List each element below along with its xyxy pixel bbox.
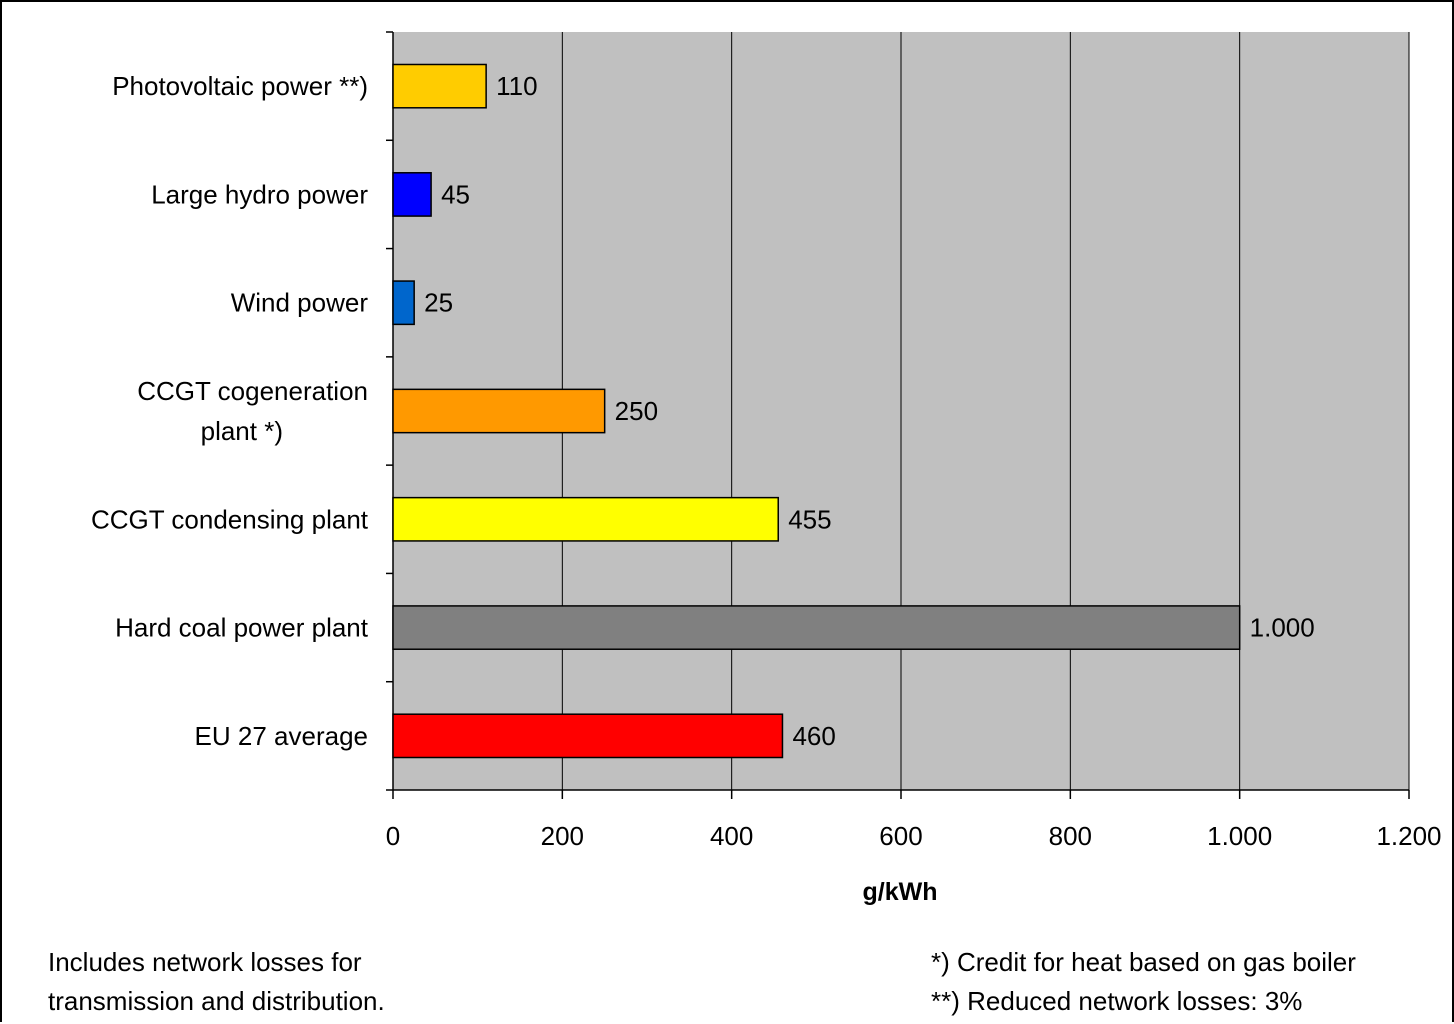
category-label-6: Hard coal power plant: [115, 613, 369, 643]
category-label-2: Large hydro power: [151, 179, 368, 209]
category-label-1: Photovoltaic power **): [112, 71, 368, 101]
x-tick-label-0: 0: [386, 821, 400, 851]
category-label-line: CCGT cogeneration: [137, 376, 368, 406]
note-network-losses-line1: Includes network losses for: [48, 947, 362, 977]
x-tick-label-200: 200: [541, 821, 584, 851]
category-label-line: Wind power: [231, 288, 369, 318]
category-label-line: EU 27 average: [195, 721, 368, 751]
category-label-line: Photovoltaic power **): [112, 71, 368, 101]
data-label-1: 110: [496, 71, 537, 101]
bar-7: [392, 713, 784, 759]
x-tick-label-1200: 1.200: [1376, 821, 1441, 851]
x-tick-label-1000: 1.000: [1207, 821, 1272, 851]
category-label-line: Large hydro power: [151, 179, 368, 209]
note-reduced-losses: **) Reduced network losses: 3%: [931, 986, 1303, 1016]
category-label-7: EU 27 average: [195, 721, 368, 751]
data-label-2: 45: [441, 179, 470, 209]
bar-2: [392, 172, 432, 217]
bar-6: [392, 605, 1241, 650]
data-label-4: 250: [615, 396, 658, 426]
data-label-3: 25: [424, 288, 453, 318]
data-label-5: 455: [788, 504, 831, 534]
bar-3: [392, 280, 415, 326]
x-tick-label-600: 600: [879, 821, 922, 851]
category-label-line: plant *): [201, 416, 283, 446]
category-label-line: Hard coal power plant: [115, 613, 369, 643]
category-label-line: CCGT condensing plant: [91, 504, 369, 534]
category-label-4: CCGT cogeneration plant *): [137, 376, 368, 446]
data-label-6: 1.000: [1250, 613, 1315, 643]
bar-5: [392, 496, 779, 542]
category-label-5: CCGT condensing plant: [91, 504, 369, 534]
note-network-losses-line2: transmission and distribution.: [48, 986, 385, 1016]
note-credit-heat: *) Credit for heat based on gas boiler: [931, 947, 1356, 977]
x-axis-title: g/kWh: [863, 878, 938, 906]
category-label-3: Wind power: [231, 288, 369, 318]
bar-1: [392, 63, 487, 109]
data-label-7: 460: [792, 721, 835, 751]
x-tick-label-400: 400: [710, 821, 753, 851]
bar-4: [392, 388, 606, 434]
x-tick-label-800: 800: [1049, 821, 1092, 851]
